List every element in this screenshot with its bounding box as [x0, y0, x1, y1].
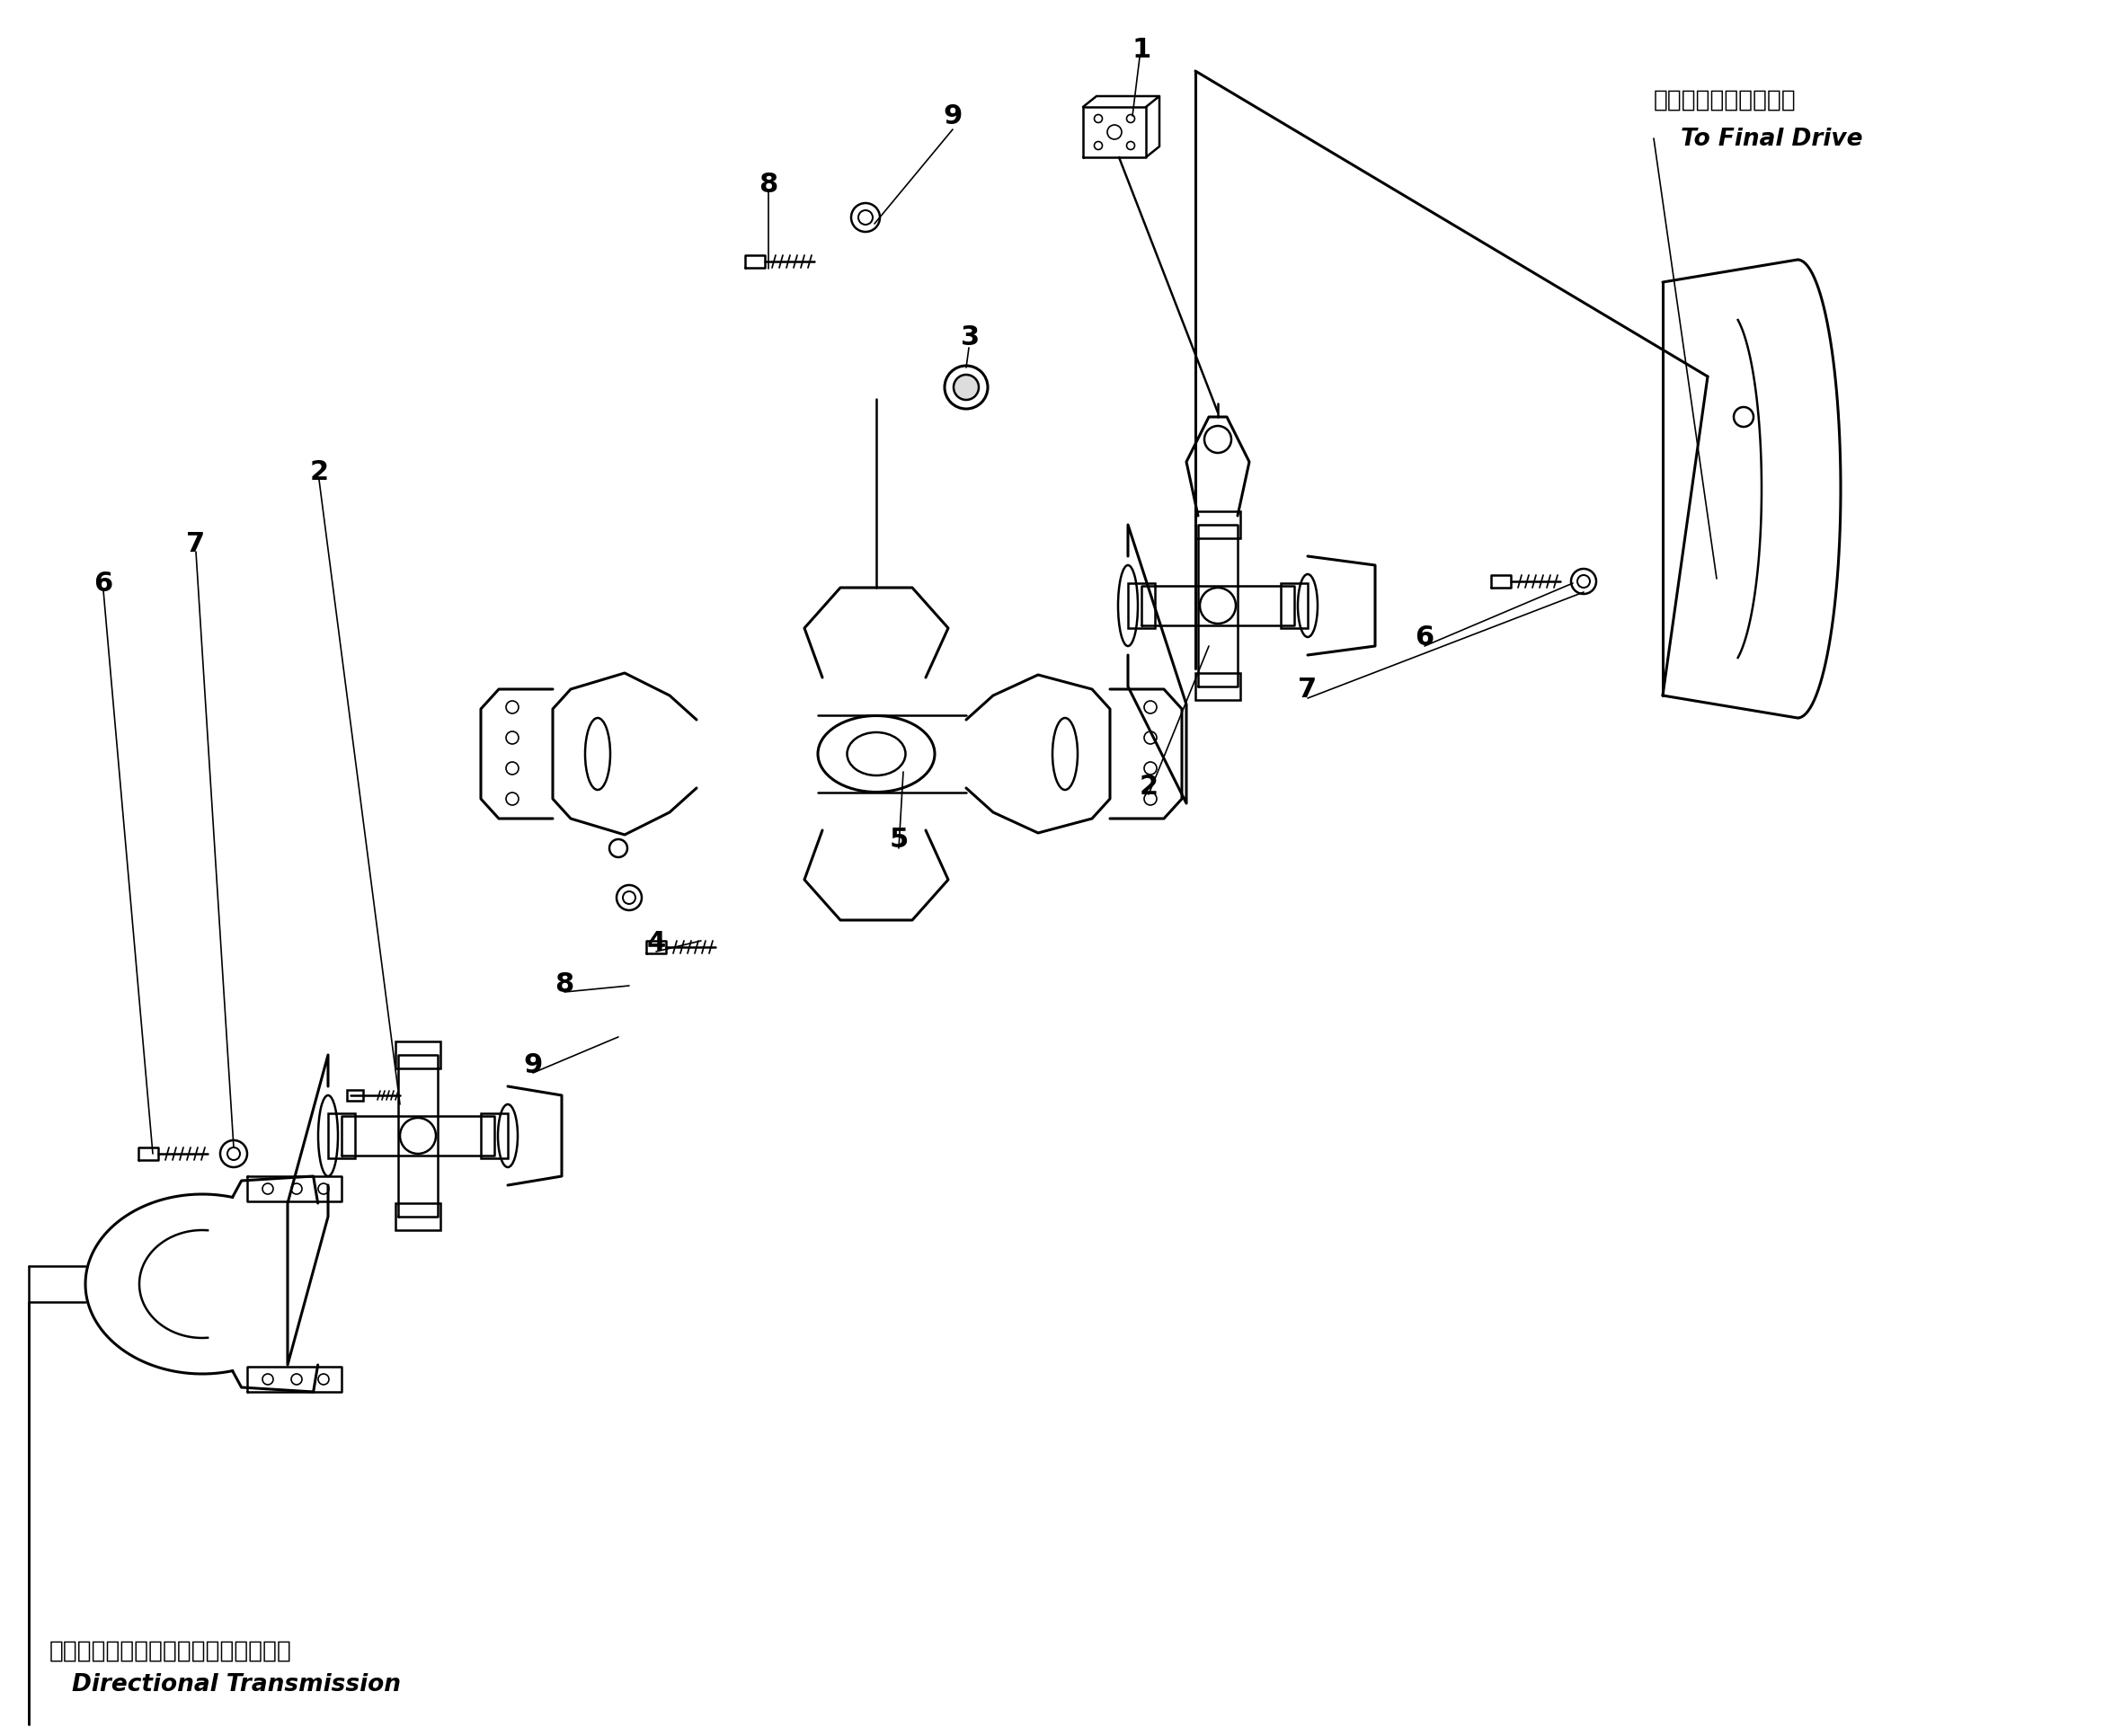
- Text: 6: 6: [93, 571, 112, 597]
- Text: 2: 2: [311, 458, 328, 484]
- Text: 9: 9: [942, 104, 961, 130]
- Text: ディレクショナルトランスミッション: ディレクショナルトランスミッション: [49, 1639, 292, 1663]
- Text: 2: 2: [1139, 773, 1158, 799]
- Text: ファイナルドライブへ: ファイナルドライブへ: [1654, 89, 1796, 113]
- Bar: [347, 1090, 363, 1101]
- Bar: [395, 1042, 440, 1069]
- Text: 5: 5: [890, 826, 909, 852]
- Bar: [1128, 583, 1156, 628]
- Text: 6: 6: [1416, 625, 1435, 651]
- Bar: [395, 1203, 440, 1231]
- Bar: [1280, 583, 1308, 628]
- Bar: [328, 1113, 355, 1158]
- Text: 3: 3: [961, 323, 980, 351]
- Ellipse shape: [953, 375, 978, 401]
- Text: Directional Transmission: Directional Transmission: [72, 1672, 401, 1696]
- Text: 9: 9: [524, 1052, 543, 1078]
- Text: 8: 8: [759, 172, 778, 198]
- Text: To Final Drive: To Final Drive: [1680, 127, 1864, 151]
- Text: 4: 4: [647, 930, 666, 957]
- Text: 7: 7: [186, 529, 205, 556]
- Text: 7: 7: [1297, 677, 1316, 703]
- Bar: [1196, 512, 1240, 538]
- Bar: [482, 1113, 507, 1158]
- Text: 1: 1: [1133, 36, 1152, 62]
- Bar: [1196, 674, 1240, 701]
- Text: 8: 8: [556, 970, 575, 996]
